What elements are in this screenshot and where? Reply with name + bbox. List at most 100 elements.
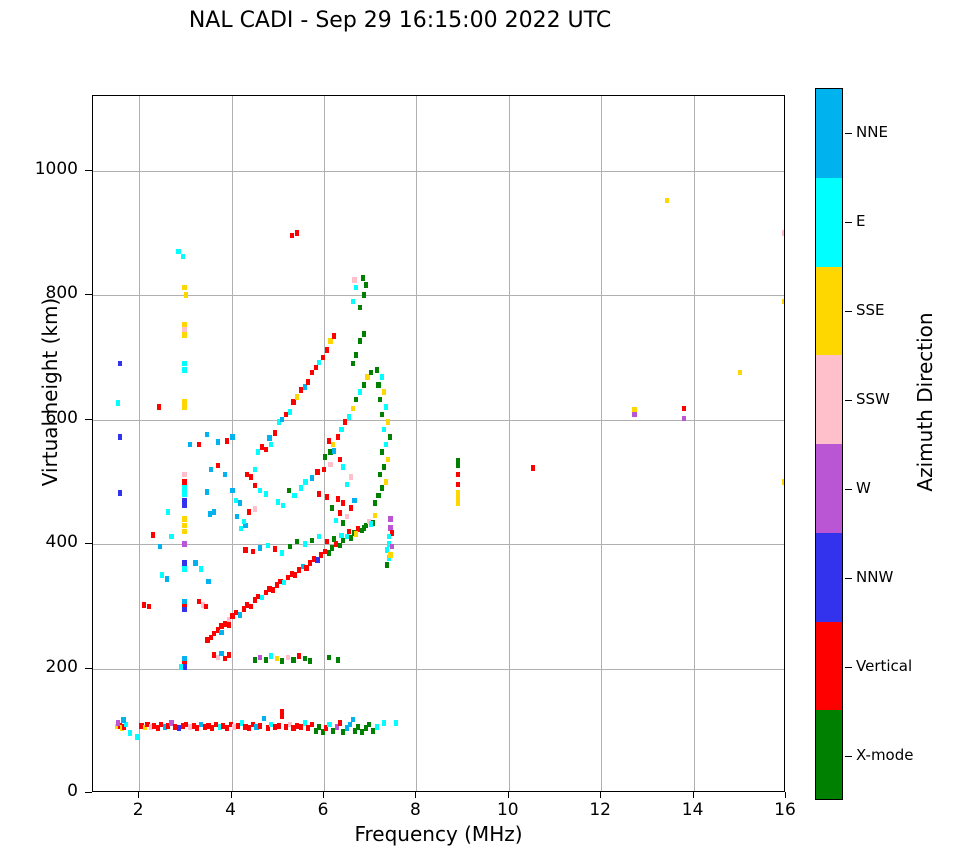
- data-point: [335, 434, 340, 440]
- colorbar-label-w: W: [856, 478, 871, 497]
- data-point: [381, 389, 387, 396]
- data-point: [330, 505, 335, 511]
- data-point: [127, 730, 133, 737]
- data-point: [782, 230, 784, 236]
- data-point: [223, 620, 228, 627]
- data-point: [296, 653, 302, 659]
- data-point: [211, 508, 217, 515]
- data-point: [376, 492, 381, 499]
- data-point: [284, 724, 289, 730]
- data-point: [383, 479, 388, 485]
- y-axis-title: Virtual height (km): [38, 297, 62, 487]
- y-axis-tick-label: 1000: [34, 158, 78, 179]
- data-point: [341, 500, 346, 506]
- data-point: [455, 462, 461, 469]
- data-point: [346, 528, 352, 535]
- data-point: [164, 576, 169, 582]
- x-axis-tick-label: 6: [317, 800, 329, 820]
- data-point: [287, 721, 292, 728]
- data-point: [337, 510, 342, 516]
- data-point: [182, 322, 187, 328]
- data-point: [530, 465, 535, 471]
- data-point: [250, 548, 255, 555]
- data-point: [263, 589, 268, 596]
- data-point: [245, 471, 250, 478]
- data-point: [302, 384, 307, 391]
- data-point: [350, 298, 355, 305]
- data-point: [309, 475, 315, 481]
- data-point: [315, 469, 320, 475]
- data-point: [332, 447, 337, 454]
- colorbar-label-e: E: [856, 211, 866, 230]
- x-axis-tick-label: 2: [132, 800, 144, 820]
- data-point: [317, 359, 322, 366]
- data-point: [393, 720, 398, 727]
- data-point: [455, 490, 461, 496]
- data-point: [157, 543, 163, 550]
- data-point: [298, 485, 303, 491]
- data-point: [313, 727, 318, 734]
- colorbar-title: Azimuth Direction: [913, 312, 937, 492]
- data-point: [289, 232, 294, 239]
- colorbar-segment-x-mode: [816, 710, 842, 799]
- data-point: [117, 360, 122, 367]
- data-point: [357, 304, 363, 311]
- data-point: [199, 721, 204, 728]
- data-point: [187, 724, 193, 730]
- data-point: [195, 725, 200, 732]
- data-point: [302, 655, 307, 662]
- data-point: [372, 512, 377, 519]
- y-axis-tick: [85, 294, 92, 296]
- data-point: [252, 506, 257, 512]
- data-point: [156, 404, 161, 410]
- x-axis-tick: [692, 792, 694, 798]
- data-point: [182, 606, 187, 613]
- data-point: [337, 456, 342, 463]
- data-point: [202, 724, 207, 730]
- data-point: [309, 369, 315, 376]
- data-point: [269, 653, 274, 659]
- data-point: [322, 454, 327, 460]
- gridline-vertical: [231, 96, 233, 791]
- data-point: [348, 535, 353, 541]
- data-point: [239, 720, 244, 727]
- data-point: [384, 562, 389, 569]
- data-point: [182, 471, 187, 478]
- data-point: [306, 725, 311, 732]
- data-point: [367, 721, 372, 728]
- data-point: [210, 725, 215, 732]
- data-point: [286, 487, 291, 494]
- data-point: [304, 564, 309, 571]
- data-point: [319, 552, 324, 559]
- data-point: [117, 490, 122, 496]
- data-point: [245, 602, 250, 608]
- y-axis-tick-label: 400: [45, 532, 78, 553]
- data-point: [181, 253, 186, 260]
- data-point: [176, 725, 181, 732]
- data-point: [378, 471, 383, 478]
- data-point: [332, 333, 337, 339]
- data-point: [354, 396, 359, 403]
- data-point: [378, 396, 383, 403]
- data-point: [335, 657, 340, 663]
- data-point: [347, 721, 352, 728]
- data-point: [117, 434, 122, 440]
- data-point: [160, 572, 165, 578]
- gridline-vertical: [324, 96, 325, 791]
- data-point: [369, 521, 374, 527]
- y-axis-tick-label: 600: [45, 407, 78, 428]
- data-point: [331, 441, 336, 448]
- data-point: [121, 717, 126, 723]
- gridline-vertical: [693, 96, 695, 791]
- data-point: [324, 725, 329, 732]
- data-point: [165, 722, 170, 729]
- data-point: [182, 502, 187, 509]
- data-point: [376, 381, 381, 388]
- data-point: [291, 725, 296, 732]
- data-point: [182, 485, 187, 491]
- data-point: [213, 721, 218, 728]
- data-point: [182, 522, 187, 529]
- data-point: [265, 542, 270, 549]
- data-point: [328, 449, 333, 455]
- data-point: [191, 722, 196, 729]
